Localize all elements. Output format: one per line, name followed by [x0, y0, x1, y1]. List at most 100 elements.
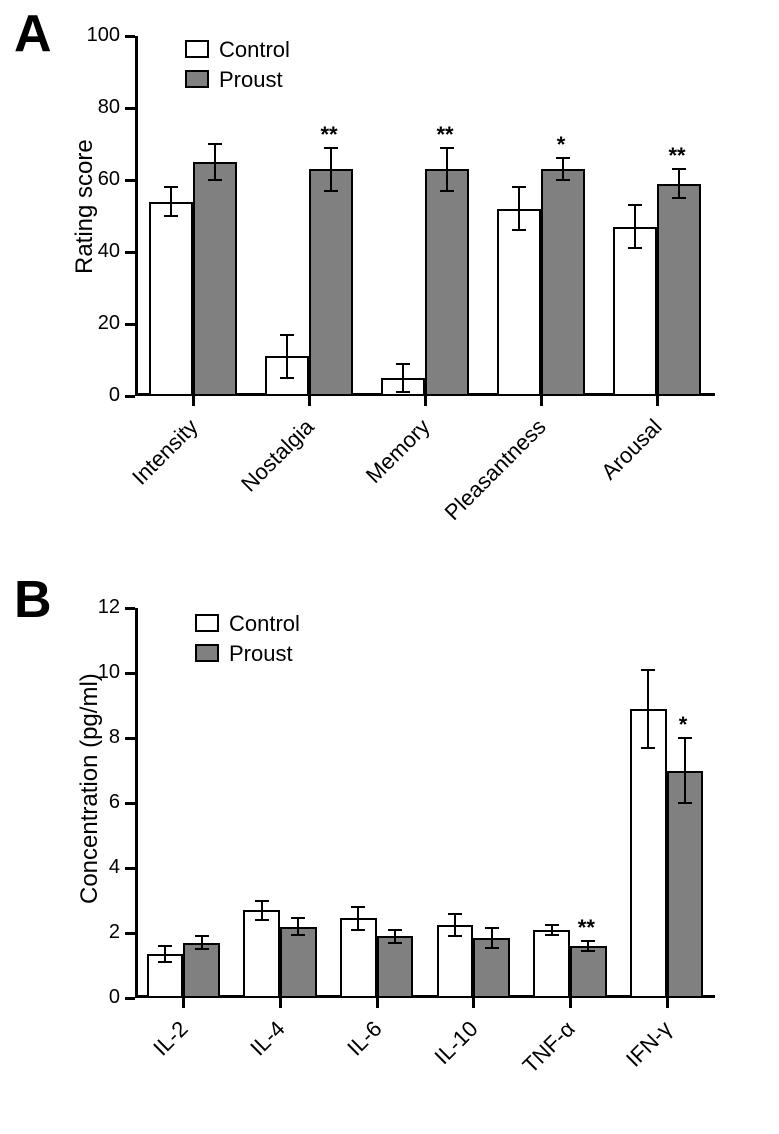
chart-a-errorcap — [672, 197, 686, 199]
chart-a-errorcap — [512, 186, 526, 188]
chart-b-legend-label: Control — [229, 611, 300, 637]
chart-a-errorbar — [286, 335, 288, 378]
chart-a-y-tick — [125, 107, 135, 110]
chart-b-errorcap — [678, 802, 692, 804]
chart-b-bar-proust — [183, 943, 220, 998]
chart-b-errorcap — [581, 950, 595, 952]
chart-a-errorbar — [634, 205, 636, 248]
chart-a-bar-proust — [425, 169, 469, 396]
chart-a-x-tick — [540, 396, 543, 406]
chart-b-errorcap — [545, 934, 559, 936]
chart-b-significance-marker: * — [665, 712, 702, 738]
chart-a-bar-proust — [657, 184, 701, 396]
chart-b-errorcap — [641, 747, 655, 749]
chart-b-errorcap — [255, 900, 269, 902]
chart-b-errorcap — [485, 927, 499, 929]
chart-a-errorbar — [562, 158, 564, 180]
chart-b-x-label: IL-10 — [430, 1016, 484, 1070]
chart-a-x-label: Pleasantness — [440, 414, 552, 526]
chart-b-bar-control — [533, 930, 570, 998]
chart-b-x-tick — [279, 998, 282, 1008]
chart-b-errorcap — [291, 934, 305, 936]
chart-a-y-tick — [125, 251, 135, 254]
chart-b-errorcap — [388, 929, 402, 931]
chart-a-legend: Control Proust — [185, 40, 385, 100]
chart-b-y-tick — [125, 607, 135, 610]
chart-b-x-label: IFN-γ — [621, 1016, 677, 1072]
chart-a-errorbar — [402, 364, 404, 393]
chart-a-x-label: Memory — [361, 414, 436, 489]
chart-b-errorcap — [291, 917, 305, 919]
chart-b-legend: Control Proust — [195, 614, 395, 674]
chart-b-legend-label: Proust — [229, 641, 293, 667]
chart-b-y-tick-label: 0 — [75, 986, 120, 1009]
chart-b-errorbar — [164, 946, 166, 962]
chart-b-y-title: Concentration (pg/ml) — [76, 704, 104, 904]
chart-a-y-tick-label: 0 — [75, 384, 120, 407]
chart-a-x-tick — [656, 396, 659, 406]
chart-b-x-label: TNF-α — [518, 1016, 581, 1079]
chart-b-bar-proust — [280, 927, 317, 999]
chart-a-errorbar — [330, 148, 332, 191]
chart-b-errorbar — [454, 914, 456, 937]
chart-b-significance-marker: ** — [568, 915, 605, 941]
chart-b-errorcap — [255, 919, 269, 921]
chart-a-legend-label: Control — [219, 37, 290, 63]
chart-b-errorcap — [485, 947, 499, 949]
chart-a: 020406080100IntensityNostalgia**Memory**… — [135, 36, 715, 396]
panel-a-label: A — [14, 4, 52, 64]
chart-a-errorcap — [396, 391, 410, 393]
chart-a-legend-swatch — [185, 70, 209, 88]
chart-b-x-axis — [135, 995, 715, 998]
chart-b-x-tick — [666, 998, 669, 1008]
chart-a-x-tick — [308, 396, 311, 406]
chart-b-legend-swatch — [195, 614, 219, 632]
chart-a-y-tick — [125, 323, 135, 326]
chart-b-errorcap — [545, 924, 559, 926]
chart-b-x-label: IL-4 — [245, 1016, 290, 1061]
chart-b-x-tick — [182, 998, 185, 1008]
chart-b-errorbar — [297, 918, 299, 934]
chart-a-bar-proust — [193, 162, 237, 396]
chart-b-errorcap — [351, 929, 365, 931]
chart-a-bar-control — [149, 202, 193, 396]
page: A 020406080100IntensityNostalgia**Memory… — [0, 0, 779, 1134]
chart-a-significance-marker: ** — [655, 143, 699, 169]
chart-b-x-label: IL-6 — [342, 1016, 387, 1061]
chart-b-errorcap — [448, 935, 462, 937]
chart-a-x-label: Intensity — [127, 414, 203, 490]
chart-b-y-tick — [125, 997, 135, 1000]
chart-b-errorcap — [641, 669, 655, 671]
chart-b-errorbar — [491, 928, 493, 948]
chart-a-errorcap — [324, 190, 338, 192]
chart-a-y-axis — [135, 36, 138, 396]
chart-a-errorcap — [208, 179, 222, 181]
chart-a-bar-proust — [309, 169, 353, 396]
chart-a-bar-control — [497, 209, 541, 396]
chart-b-bar-proust — [570, 946, 607, 998]
chart-a-x-label: Arousal — [596, 414, 667, 485]
chart-b-y-axis — [135, 608, 138, 998]
chart-b-bar-proust — [667, 771, 704, 999]
chart-b-y-tick — [125, 737, 135, 740]
chart-b-x-tick — [569, 998, 572, 1008]
chart-a-errorcap — [208, 143, 222, 145]
chart-a-errorcap — [512, 229, 526, 231]
chart-a-y-tick-label: 80 — [75, 96, 120, 119]
chart-b-x-label: IL-2 — [149, 1016, 194, 1061]
chart-a-legend-swatch — [185, 40, 209, 58]
chart-b-x-tick — [376, 998, 379, 1008]
chart-a-errorbar — [170, 187, 172, 216]
chart-b: 024681012IL-2IL-4IL-6IL-10TNF-α**IFN-γ*C… — [135, 608, 715, 998]
panel-b-label: B — [14, 570, 52, 630]
chart-b-errorbar — [647, 670, 649, 748]
chart-a-significance-marker: ** — [307, 122, 351, 148]
chart-b-errorcap — [195, 948, 209, 950]
chart-b-bar-control — [630, 709, 667, 998]
chart-a-y-tick-label: 100 — [75, 24, 120, 47]
chart-b-y-tick-label: 2 — [75, 921, 120, 944]
chart-a-y-tick — [125, 179, 135, 182]
chart-b-bar-proust — [377, 936, 414, 998]
chart-a-errorcap — [164, 215, 178, 217]
chart-a-legend-label: Proust — [219, 67, 283, 93]
